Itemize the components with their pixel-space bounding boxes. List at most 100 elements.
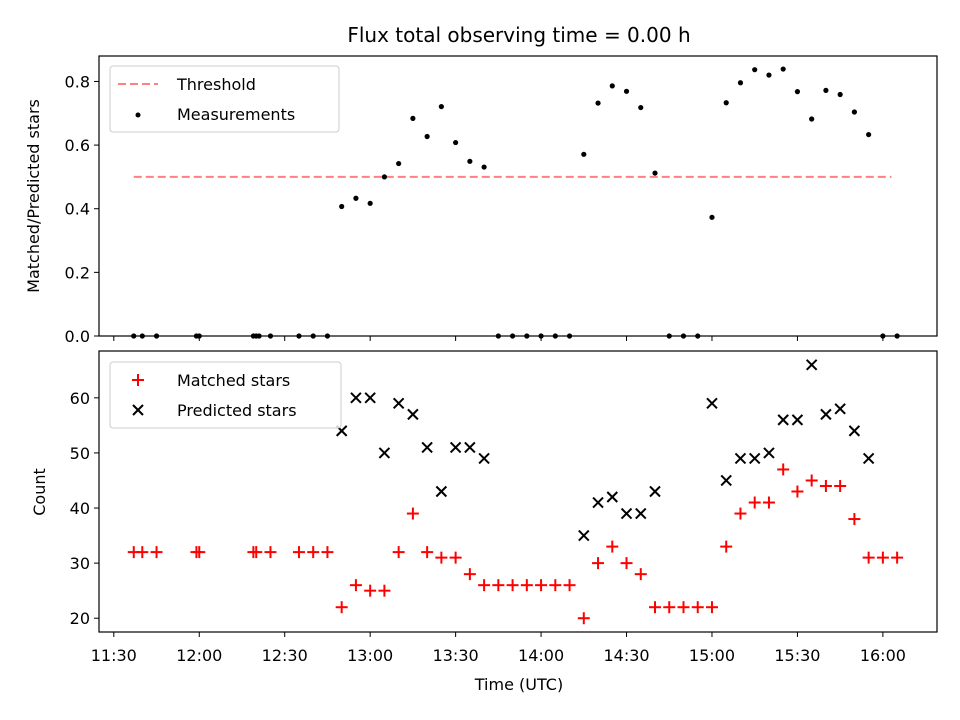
x-tick-label: 14:30 (603, 646, 649, 665)
matched-star-point (791, 485, 804, 498)
matched-star-point (606, 540, 619, 553)
predicted-star-x-b (777, 414, 789, 426)
matched-star-point (563, 579, 576, 592)
predicted-star-x-b (435, 485, 448, 498)
predicted-star-x-b (734, 452, 747, 465)
predicted-star-point (635, 507, 647, 520)
bottom-x-ticks: 11:30 12:00 12:30 13:00 13:30 14:00 14:30 15:00… (91, 632, 906, 665)
matched-star-point (292, 546, 305, 559)
predicted-star-point (706, 397, 718, 410)
measurement-point (595, 100, 601, 106)
measurement-point (453, 139, 459, 146)
predicted-star-point (464, 441, 476, 454)
top-legend: Threshold Measurements (109, 65, 340, 133)
predicted-star-x-b (364, 392, 376, 404)
predicted-star-x-b (649, 485, 661, 498)
predicted-star-point (606, 491, 618, 503)
legend-predicted-swatch (132, 404, 144, 416)
matched-star-point (876, 551, 889, 564)
matched-star-point (862, 551, 875, 564)
measurement-point (866, 131, 872, 138)
matched-star-point (777, 463, 790, 476)
bottom-y-tick-label: 50 (70, 444, 90, 463)
measurement-point (438, 103, 444, 110)
predicted-star-x-b (606, 491, 618, 503)
legend-matched-label: Matched stars (177, 371, 290, 390)
measurement-point (723, 100, 729, 106)
matched-star-point (634, 568, 647, 581)
predicted-star-point (748, 452, 761, 465)
bottom-y-tick-label: 40 (70, 499, 90, 518)
matched-star-point (378, 584, 391, 597)
matched-star-point (649, 601, 662, 614)
top-y-tick-label: 0.8 (65, 72, 90, 91)
matched-star-point (506, 579, 519, 592)
bottom-y-axis-label: Count (30, 468, 49, 516)
x-tick-label: 16:00 (860, 646, 906, 665)
predicted-star-point (435, 485, 448, 498)
predicted-star-x-b (706, 397, 718, 410)
top-y-tick-label: 0.2 (65, 263, 90, 282)
predicted-star-point (791, 414, 804, 426)
predicted-star-point (649, 485, 661, 498)
matched-star-point (663, 601, 676, 614)
matched-star-point (520, 579, 533, 592)
predicted-star-point (407, 408, 419, 421)
matched-star-point (392, 546, 405, 559)
measurement-point (339, 203, 345, 210)
predicted-star-point (421, 441, 433, 454)
legend-measurements-label: Measurements (177, 105, 295, 124)
top-y-ticks: 0.0 0.2 0.4 0.6 0.8 (65, 72, 99, 346)
predicted-star-x-b (464, 441, 476, 454)
matched-star-point (406, 507, 419, 520)
matched-star-point (150, 546, 163, 559)
predicted-star-point (392, 397, 405, 410)
bottom-legend: Matched stars Predicted stars (109, 361, 342, 429)
top-y-tick-label: 0.0 (65, 327, 90, 346)
bottom-legend-box (109, 361, 342, 429)
x-axis-label: Time (UTC) (474, 675, 563, 694)
matched-star-point (335, 601, 348, 614)
predicted-star-point (734, 452, 747, 465)
matched-star-point (834, 479, 847, 492)
x-tick-label: 15:30 (774, 646, 820, 665)
legend-threshold-label: Threshold (176, 75, 256, 94)
measurement-point (638, 104, 644, 111)
predicted-star-point (848, 425, 861, 437)
predicted-star-point (449, 441, 462, 454)
measurement-point (410, 115, 416, 121)
legend-predicted-label: Predicted stars (177, 401, 297, 420)
top-y-tick-label: 0.6 (65, 136, 90, 155)
matched-star-point (463, 568, 476, 581)
predicted-star-x-b (862, 452, 875, 465)
measurement-point (353, 195, 359, 201)
measurement-point (381, 174, 388, 180)
x-tick-label: 13:30 (433, 646, 479, 665)
matched-star-point (193, 546, 206, 559)
x-tick-label: 11:30 (91, 646, 137, 665)
measurement-point (367, 200, 373, 206)
predicted-star-point (620, 507, 633, 520)
bottom-y-tick-label: 60 (70, 389, 90, 408)
predicted-star-x-b (407, 408, 419, 421)
predicted-star-point (763, 447, 775, 459)
measurement-point (424, 133, 430, 140)
top-x-ticks (113, 336, 884, 341)
measurement-point (467, 158, 473, 164)
predicted-star-point (777, 414, 789, 426)
legend-measurements-swatch (135, 112, 141, 118)
predicted-star-x-b (635, 507, 647, 520)
matched-star-point (421, 546, 434, 559)
matched-star-point (819, 479, 832, 492)
predicted-star-x-b (720, 474, 732, 487)
measurement-point (481, 164, 487, 170)
matched-star-point (620, 557, 633, 570)
predicted-star-point (805, 359, 818, 371)
matched-star-point (705, 601, 718, 614)
predicted-star-x-b (805, 359, 818, 371)
predicted-star-point (378, 447, 391, 459)
matched-star-point (691, 601, 704, 614)
measurement-point (823, 87, 829, 93)
predicted-star-point (364, 392, 376, 404)
